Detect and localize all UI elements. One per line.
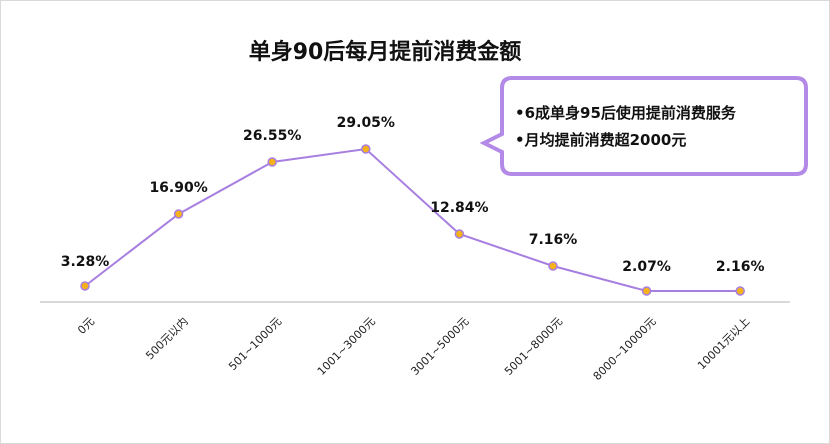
- data-point: [735, 286, 745, 296]
- data-line: [84, 147, 741, 292]
- data-point: [548, 261, 558, 271]
- data-label: 2.07%: [622, 259, 671, 275]
- callout-line-2: •月均提前消费超2000元: [515, 131, 687, 149]
- x-tick-labels: 0元 500元以内 501~1000元 1001~3000元 3001~5000元 500…: [75, 314, 752, 383]
- data-label: 12.84%: [430, 200, 488, 216]
- data-label: 26.55%: [243, 128, 301, 144]
- chart-title: 单身90后每月提前消费金额: [248, 40, 522, 65]
- x-tick-label: 10001元以上: [695, 315, 752, 372]
- data-point: [80, 281, 90, 291]
- data-labels: 3.28% 16.90% 26.55% 29.05% 12.84% 7.16% 2.07% 2…: [61, 115, 765, 275]
- data-point: [641, 286, 652, 296]
- x-tick-label: 0元: [75, 315, 97, 337]
- callout-line-1: •6成单身95后使用提前消费服务: [515, 104, 736, 122]
- data-point: [361, 144, 371, 154]
- callout-text: •6成单身95后使用提前消费服务 •月均提前消费超2000元: [515, 100, 736, 154]
- data-label: 3.28%: [61, 254, 110, 270]
- x-tick-label: 5001~8000元: [502, 315, 565, 378]
- data-point: [454, 229, 465, 239]
- data-label: 7.16%: [529, 232, 578, 248]
- x-tick-label: 8000~10000元: [591, 315, 659, 383]
- data-point: [267, 157, 277, 167]
- data-markers: [80, 144, 745, 296]
- x-tick-label: 1001~3000元: [315, 315, 378, 378]
- x-tick-label: 501~1000元: [226, 315, 284, 373]
- data-label: 2.16%: [716, 259, 765, 275]
- callout-bubble: [479, 76, 808, 176]
- data-label: 16.90%: [149, 180, 207, 196]
- data-point: [173, 209, 184, 219]
- x-tick-label: 500元以内: [143, 314, 191, 362]
- x-tick-label: 3001~5000元: [408, 315, 471, 378]
- data-label: 29.05%: [337, 115, 395, 131]
